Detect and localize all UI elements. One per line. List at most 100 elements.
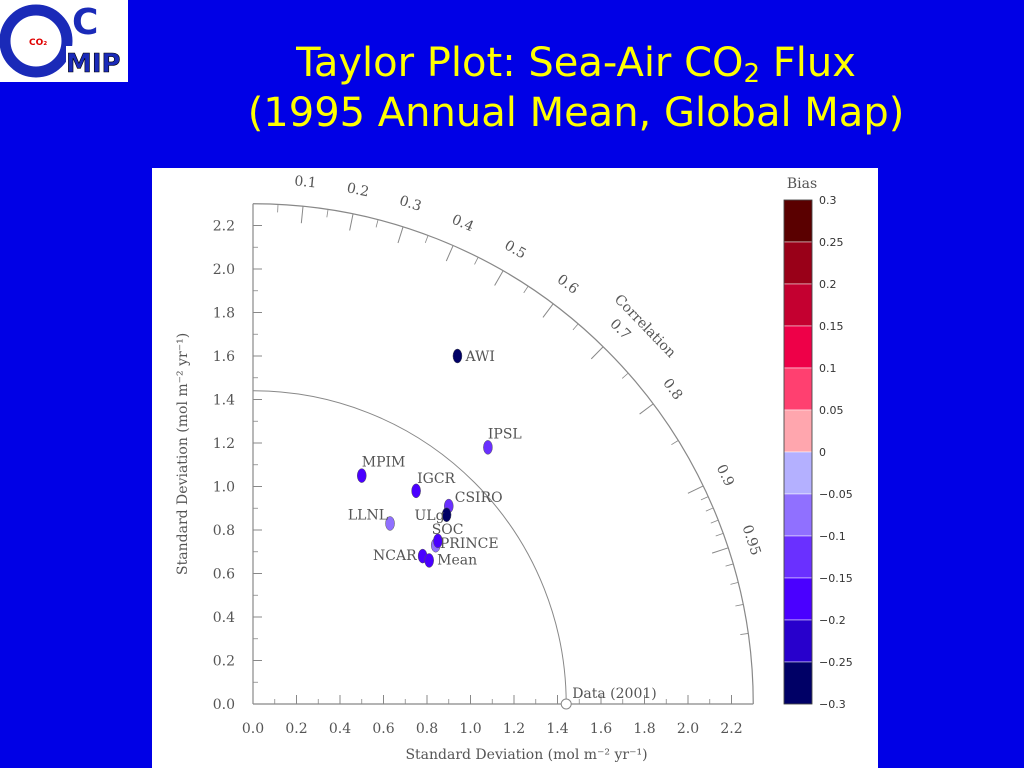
corr-tick (639, 403, 654, 415)
corr-tick-label: 0.1 (294, 173, 318, 191)
reference-arc (252, 390, 567, 705)
colorbar-segment (783, 241, 813, 285)
corr-tick-label: 0.5 (501, 237, 528, 262)
logo-co2: CO₂ (29, 38, 47, 48)
reference-point (560, 698, 572, 710)
corr-minor-tick (424, 235, 429, 244)
colorbar-label: −0.1 (819, 530, 846, 543)
data-point-ulg (441, 507, 452, 523)
colorbar-segment (783, 199, 813, 243)
corr-tick (711, 547, 729, 554)
corr-tick-label: 0.2 (345, 180, 370, 200)
point-label-prince: PRINCE (440, 536, 499, 552)
y-tick-label: 1.8 (213, 306, 235, 322)
x-tick-label: 1.0 (459, 721, 481, 737)
y-tick-label: 2.0 (213, 262, 235, 278)
colorbar-segment (783, 409, 813, 453)
logo-letter-c: C (72, 2, 98, 43)
point-label-csiro: CSIRO (455, 490, 503, 506)
corr-minor-tick (715, 532, 724, 537)
taylor-plot: 0.0 0.2 0.4 0.6 0.8 1.0 1.2 1.4 1.6 1.8 2.0 2.2 0.0 0… (175, 173, 853, 763)
corr-tick (687, 485, 704, 494)
corr-tick (397, 226, 404, 244)
corr-minor-tick (730, 581, 739, 585)
title-line-2: (1995 Annual Mean, Global Map) (247, 90, 905, 136)
point-label-llnl: LLNL (348, 507, 388, 523)
ocmip-logo: C CO₂ MIP (0, 0, 128, 82)
colorbar-label: −0.2 (819, 614, 846, 627)
colorbar-title: Bias (787, 176, 817, 192)
x-tick-label: 0.0 (242, 721, 264, 737)
data-point-prince (433, 533, 443, 549)
colorbar-segment (783, 535, 813, 579)
corr-tick (445, 245, 454, 262)
corr-minor-tick (700, 496, 709, 501)
corr-minor-tick (375, 219, 379, 228)
ocmip-logo-graphic: C CO₂ MIP (0, 2, 121, 79)
y-tick-label: 2.2 (213, 219, 235, 235)
corr-minor-tick (572, 323, 579, 331)
colorbar-segment (783, 493, 813, 537)
corr-tick (349, 213, 354, 231)
corr-tick-label: 0.8 (659, 376, 685, 403)
x-tick-label: 0.8 (416, 721, 438, 737)
y-tick-label: 1.6 (213, 349, 235, 365)
corr-tick-label: 0.9 (713, 462, 737, 489)
colorbar-frame (783, 199, 813, 705)
corr-minor-tick (710, 519, 719, 524)
corr-minor-tick (474, 257, 479, 265)
colorbar-segment (783, 577, 813, 621)
corr-minor-tick (523, 285, 529, 294)
data-point-ipsl (483, 440, 493, 455)
data-point-llnl (385, 516, 395, 531)
colorbar-label: 0.15 (819, 320, 844, 333)
x-tick-label: 2.0 (677, 721, 699, 737)
point-label-ncar: NCAR (373, 548, 417, 564)
y-axis-title: Standard Deviation (mol m⁻² yr⁻¹) (175, 333, 191, 575)
corr-minor-tick (705, 507, 714, 512)
corr-tick (300, 206, 304, 224)
point-label-ipsl: IPSL (488, 426, 522, 442)
x-tick-label: 0.2 (285, 721, 307, 737)
x-tick-label: 0.6 (372, 721, 394, 737)
taylor-plot-panel: 0.0 0.2 0.4 0.6 0.8 1.0 1.2 1.4 1.6 1.8 2.0 2.2 0.0 0… (152, 168, 878, 768)
y-tick-label: 0.0 (213, 697, 235, 713)
colorbar-segment (783, 451, 813, 495)
y-tick-label: 0.8 (213, 523, 235, 539)
y-tick-label: 1.2 (213, 436, 235, 452)
point-label-awi: AWI (464, 349, 494, 365)
point-label-mpim: MPIM (362, 455, 406, 471)
corr-tick-label: 0.6 (554, 272, 581, 298)
data-point-awi (452, 348, 463, 364)
corr-tick (494, 270, 504, 286)
y-tick-label: 1.4 (213, 393, 235, 409)
colorbar-label: −0.3 (819, 698, 846, 711)
colorbar-segment (783, 367, 813, 411)
corr-minor-tick (671, 440, 679, 446)
colorbar-label: 0.3 (819, 194, 837, 207)
colorbar-label: −0.05 (819, 488, 853, 501)
page-title: Taylor Plot: Sea-Air CO2 Flux (1995 Annu… (128, 38, 1024, 138)
x-tick-label: 1.8 (633, 721, 655, 737)
colorbar-label: 0.25 (819, 236, 844, 249)
colorbar-label: −0.25 (819, 656, 853, 669)
data-point-mean (424, 553, 434, 568)
y-tick-label: 0.6 (213, 567, 235, 583)
colorbar-segment (783, 661, 813, 705)
point-label-ulg: ULg (415, 508, 445, 524)
corr-minor-tick (740, 633, 749, 635)
corr-tick (590, 346, 604, 360)
logo-mip: MIP (66, 49, 121, 79)
x-tick-label: 2.2 (720, 721, 742, 737)
outer-arc (252, 203, 754, 705)
y-tick-label: 0.2 (213, 654, 235, 670)
x-axis-title: Standard Deviation (mol m⁻² yr⁻¹) (405, 747, 647, 763)
colorbar-label: 0.1 (819, 362, 837, 375)
colorbar-segment (783, 325, 813, 369)
data-point-igcr (411, 483, 421, 499)
x-tick-label: 1.2 (503, 721, 525, 737)
corr-minor-tick (735, 604, 744, 607)
x-tick-label: 0.4 (329, 721, 351, 737)
colorbar-segment (783, 619, 813, 663)
corr-tick-label: 0.95 (739, 523, 764, 558)
